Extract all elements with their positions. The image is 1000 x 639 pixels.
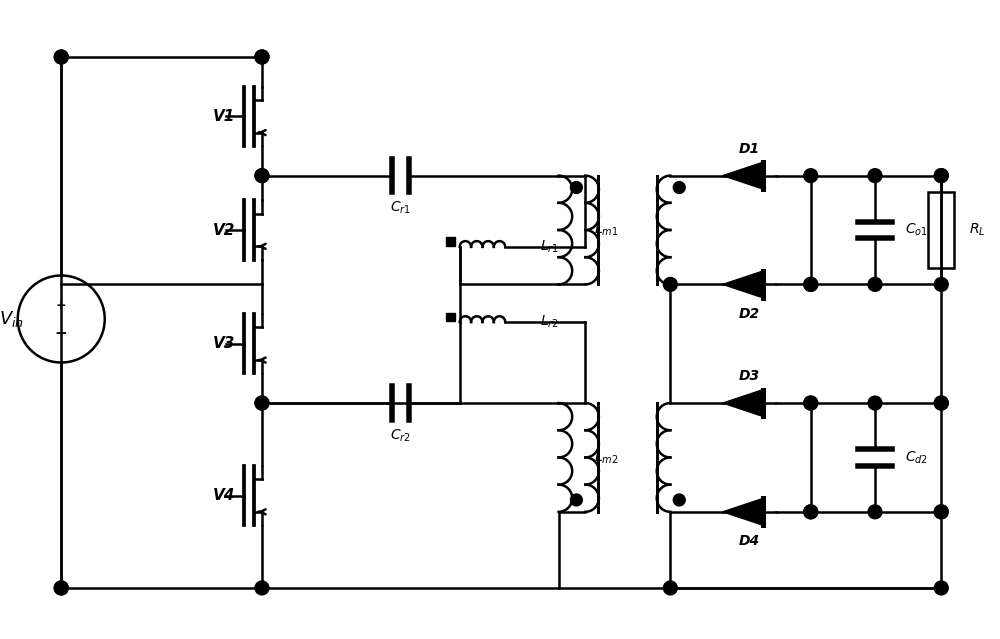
Circle shape xyxy=(804,396,818,410)
Text: $L_{r1}$: $L_{r1}$ xyxy=(540,238,559,255)
Circle shape xyxy=(673,494,685,506)
Text: $C_{r2}$: $C_{r2}$ xyxy=(390,427,411,444)
Circle shape xyxy=(804,505,818,519)
Circle shape xyxy=(804,169,818,183)
Text: D1: D1 xyxy=(739,142,760,156)
Polygon shape xyxy=(723,390,763,417)
Circle shape xyxy=(804,505,818,519)
Text: $R_L$: $R_L$ xyxy=(969,222,985,238)
Text: D3: D3 xyxy=(739,369,760,383)
Circle shape xyxy=(54,581,68,595)
Text: $C_{o1}$: $C_{o1}$ xyxy=(905,222,928,238)
Circle shape xyxy=(255,396,269,410)
Circle shape xyxy=(255,169,269,183)
Text: $L_{m2}$: $L_{m2}$ xyxy=(594,449,618,466)
Circle shape xyxy=(663,581,677,595)
Text: V1: V1 xyxy=(213,109,236,124)
Circle shape xyxy=(54,50,68,64)
Circle shape xyxy=(570,494,582,506)
Bar xyxy=(446,238,455,246)
Text: $V_{in}$: $V_{in}$ xyxy=(0,309,24,329)
Text: −: − xyxy=(55,327,68,341)
Circle shape xyxy=(934,505,948,519)
Circle shape xyxy=(255,50,269,64)
Circle shape xyxy=(934,169,948,183)
Polygon shape xyxy=(723,498,763,525)
Text: $C_{r1}$: $C_{r1}$ xyxy=(390,200,411,217)
Circle shape xyxy=(934,581,948,595)
Circle shape xyxy=(255,169,269,183)
Text: D2: D2 xyxy=(739,307,760,321)
Circle shape xyxy=(255,50,269,64)
Circle shape xyxy=(934,277,948,291)
Circle shape xyxy=(934,396,948,410)
Circle shape xyxy=(804,396,818,410)
Circle shape xyxy=(868,505,882,519)
Circle shape xyxy=(934,505,948,519)
Circle shape xyxy=(934,396,948,410)
Bar xyxy=(446,312,455,321)
Circle shape xyxy=(570,181,582,194)
Circle shape xyxy=(934,169,948,183)
Circle shape xyxy=(673,181,685,194)
Text: V2: V2 xyxy=(213,222,236,238)
Circle shape xyxy=(663,277,677,291)
Circle shape xyxy=(54,50,68,64)
Text: +: + xyxy=(56,298,67,312)
Text: V3: V3 xyxy=(213,336,236,351)
Polygon shape xyxy=(723,162,763,189)
Text: $L_{m1}$: $L_{m1}$ xyxy=(594,222,618,238)
Circle shape xyxy=(255,396,269,410)
Bar xyxy=(928,192,954,268)
Circle shape xyxy=(868,396,882,410)
Text: $L_{r2}$: $L_{r2}$ xyxy=(540,314,559,330)
Circle shape xyxy=(255,581,269,595)
Polygon shape xyxy=(723,271,763,298)
Circle shape xyxy=(804,277,818,291)
Circle shape xyxy=(868,277,882,291)
Circle shape xyxy=(804,277,818,291)
Text: V4: V4 xyxy=(213,488,236,503)
Circle shape xyxy=(54,581,68,595)
Circle shape xyxy=(868,169,882,183)
Text: $C_{d2}$: $C_{d2}$ xyxy=(905,449,928,466)
Text: D4: D4 xyxy=(739,534,760,548)
